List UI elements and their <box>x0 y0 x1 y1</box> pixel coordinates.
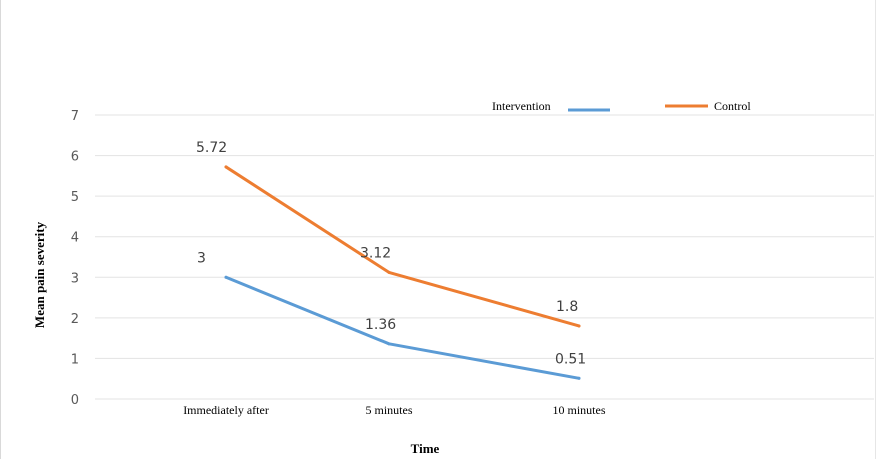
y-tick-label: 7 <box>71 109 79 124</box>
data-label: 1.8 <box>556 299 578 315</box>
y-axis-ticks: 0 1 2 3 4 5 6 7 <box>71 109 79 408</box>
data-point <box>387 270 391 274</box>
series-line-intervention <box>224 275 581 380</box>
data-label: 3 <box>197 250 206 266</box>
data-point <box>577 376 581 380</box>
data-labels: 3 1.36 0.51 5.72 3.12 1.8 <box>196 140 586 367</box>
y-tick-label: 5 <box>71 190 79 205</box>
data-label: 1.36 <box>365 317 396 333</box>
x-tick-label: Immediately after <box>183 403 269 417</box>
data-point <box>224 165 228 169</box>
y-tick-label: 6 <box>71 150 79 165</box>
y-tick-label: 4 <box>71 231 79 246</box>
y-axis-title: Mean pain severity <box>32 221 47 328</box>
data-label: 5.72 <box>196 140 227 156</box>
x-tick-label: 10 minutes <box>553 403 606 417</box>
data-point <box>224 275 228 279</box>
y-tick-label: 2 <box>71 312 79 327</box>
y-tick-label: 1 <box>71 352 79 367</box>
y-tick-label: 3 <box>71 271 79 286</box>
series-lines <box>224 165 581 380</box>
legend: Intervention Control <box>492 99 751 113</box>
x-tick-label: 5 minutes <box>366 403 413 417</box>
x-axis-title: Time <box>411 441 440 456</box>
x-axis-ticks: Immediately after 5 minutes 10 minutes <box>183 403 606 417</box>
data-label: 0.51 <box>555 351 586 367</box>
series-line-control <box>224 165 581 328</box>
data-point <box>387 342 391 346</box>
y-tick-label: 0 <box>71 393 79 408</box>
data-point <box>577 324 581 328</box>
legend-label-intervention: Intervention <box>492 99 551 113</box>
legend-label-control: Control <box>714 99 751 113</box>
gridlines <box>95 114 874 400</box>
data-label: 3.12 <box>360 245 391 261</box>
